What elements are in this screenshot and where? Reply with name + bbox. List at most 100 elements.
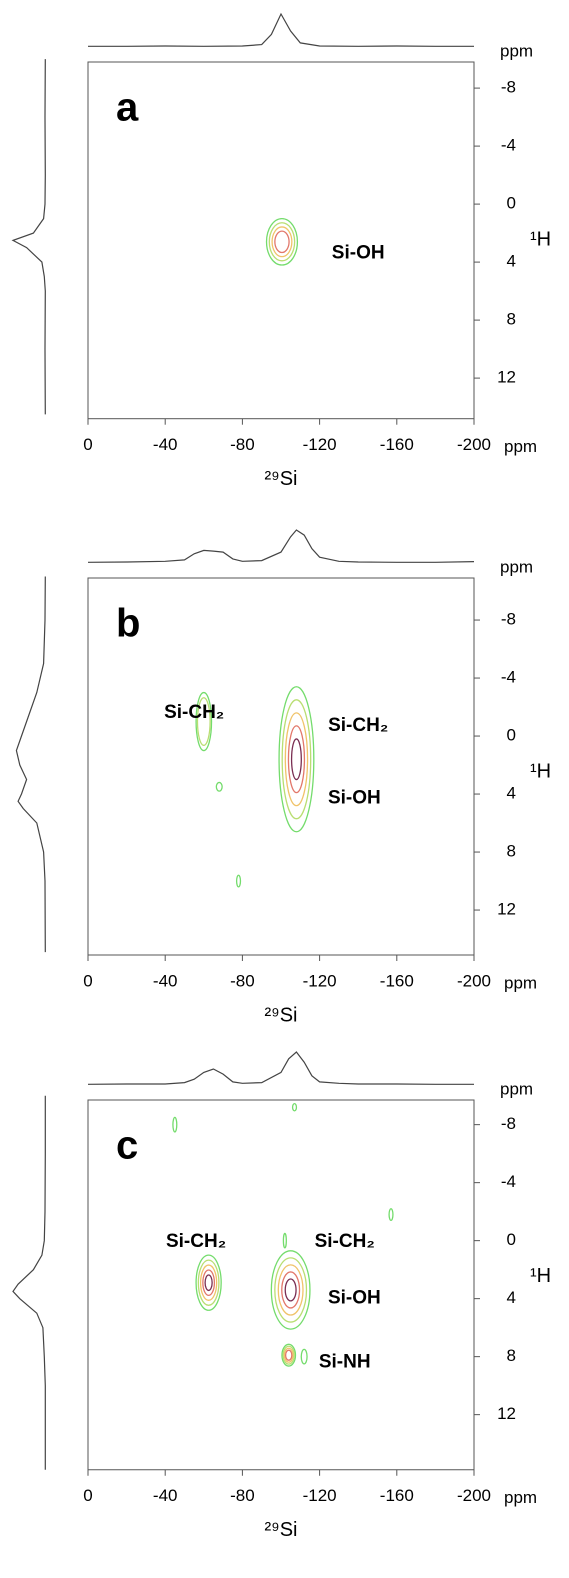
x-tick-label: -80 — [230, 435, 255, 454]
contour — [274, 230, 290, 254]
peak-annotation: Si-OH — [328, 787, 381, 808]
x-tick-label: 0 — [83, 1486, 92, 1505]
x-tick-label: 0 — [83, 435, 92, 454]
y-unit: ppm — [500, 41, 533, 60]
contour — [196, 697, 211, 746]
y-tick-label: 8 — [507, 1346, 516, 1365]
x-axis-label: ²⁹Si — [264, 1004, 297, 1026]
contour — [265, 217, 299, 266]
y-projection — [12, 1095, 46, 1470]
contour — [277, 1264, 304, 1316]
x-tick-label: -80 — [230, 971, 255, 990]
contour — [284, 712, 309, 807]
x-tick-label: -200 — [457, 435, 491, 454]
y-tick-label: 0 — [507, 726, 516, 745]
x-unit: ppm — [504, 437, 537, 456]
peak-annotation: Si-CH₂ — [315, 1231, 375, 1252]
y-tick-label: -8 — [501, 1114, 516, 1133]
x-tick-label: -120 — [303, 1486, 337, 1505]
contour — [287, 725, 306, 794]
contour — [278, 686, 315, 833]
contour — [283, 1347, 294, 1363]
y-projection — [11, 59, 46, 415]
contour — [284, 1278, 297, 1302]
y-tick-label: -8 — [501, 610, 516, 629]
x-axis-label: ²⁹Si — [264, 468, 297, 490]
y-tick-label: -4 — [501, 1172, 516, 1191]
y-tick-label: 0 — [507, 194, 516, 213]
y-tick-label: 8 — [507, 310, 516, 329]
peak-annotation: Si-OH — [328, 1288, 381, 1309]
panel-label: a — [116, 86, 139, 130]
peak-annotation: Si-CH₂ — [166, 1231, 226, 1252]
y-tick-label: -4 — [501, 136, 516, 155]
y-tick-label: 12 — [497, 368, 516, 387]
x-tick-label: -160 — [380, 971, 414, 990]
x-tick-label: -120 — [303, 971, 337, 990]
contour — [300, 1348, 308, 1365]
y-tick-label: 4 — [507, 784, 516, 803]
x-tick-label: -40 — [153, 1486, 178, 1505]
y-tick-label: 4 — [507, 1288, 516, 1307]
y-tick-label: 8 — [507, 842, 516, 861]
x-projection — [87, 529, 475, 563]
x-tick-label: -200 — [457, 1486, 491, 1505]
peak-annotation: Si-OH — [332, 242, 385, 263]
contour — [282, 1345, 295, 1365]
y-unit: ppm — [500, 1079, 533, 1098]
contour — [235, 874, 242, 888]
contour — [195, 691, 213, 752]
contour — [172, 1116, 178, 1133]
peak-annotation: Si-CH₂ — [164, 702, 224, 723]
contour — [268, 222, 296, 262]
contour — [215, 781, 223, 792]
x-tick-label: 0 — [83, 971, 92, 990]
contour — [274, 1257, 308, 1323]
peak-annotation: Si-CH₂ — [328, 715, 388, 736]
x-unit: ppm — [504, 1488, 537, 1507]
plot-frame — [87, 61, 475, 420]
x-unit: ppm — [504, 973, 537, 992]
contour — [197, 1259, 220, 1306]
x-tick-label: -200 — [457, 971, 491, 990]
y-tick-label: 12 — [497, 1404, 516, 1423]
contour — [202, 1269, 216, 1297]
contour — [388, 1208, 394, 1222]
contour — [291, 1102, 298, 1112]
x-tick-label: -40 — [153, 971, 178, 990]
x-tick-label: -160 — [380, 435, 414, 454]
plot-frame — [87, 1099, 475, 1471]
y-tick-label: 0 — [507, 1230, 516, 1249]
panel-label: b — [116, 602, 140, 646]
x-projection — [87, 1051, 474, 1085]
contour — [195, 1254, 222, 1311]
y-tick-label: -4 — [501, 668, 516, 687]
contour — [281, 1343, 297, 1367]
contour — [281, 699, 312, 820]
y-tick-label: 4 — [507, 252, 516, 271]
y-axis-label: ¹H — [530, 1265, 551, 1287]
x-projection — [88, 12, 474, 47]
plot-frame — [87, 577, 475, 956]
x-axis-label: ²⁹Si — [264, 1519, 297, 1541]
x-tick-label: -120 — [303, 435, 337, 454]
contour — [270, 1250, 311, 1330]
contour — [284, 1349, 293, 1361]
x-tick-label: -80 — [230, 1486, 255, 1505]
contour — [290, 738, 302, 781]
x-tick-label: -160 — [380, 1486, 414, 1505]
contour — [282, 1232, 287, 1249]
x-tick-label: -40 — [153, 435, 178, 454]
contour — [271, 226, 293, 258]
y-tick-label: 12 — [497, 900, 516, 919]
y-projection — [15, 576, 46, 953]
y-axis-label: ¹H — [530, 761, 551, 783]
y-unit: ppm — [500, 557, 533, 576]
contour — [281, 1271, 301, 1309]
contour — [204, 1274, 213, 1292]
contour — [199, 1264, 218, 1301]
peak-annotation: Si-NH — [319, 1351, 371, 1372]
y-axis-label: ¹H — [530, 229, 551, 251]
